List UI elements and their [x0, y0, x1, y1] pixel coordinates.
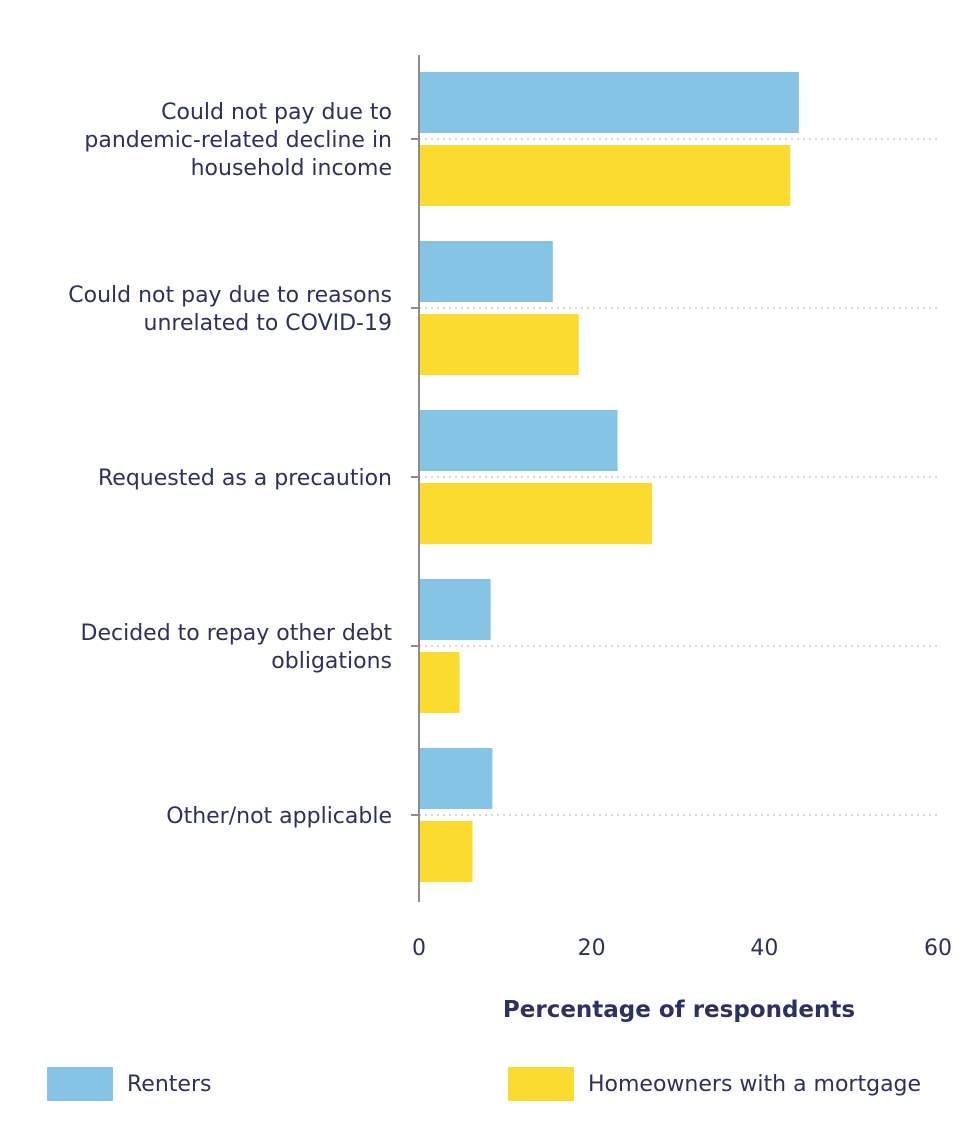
x-tick-label: 0 [412, 936, 426, 961]
category-labels: Could not pay due to pandemic-related dec… [68, 100, 392, 829]
category-label: Could not pay due to pandemic-related dec… [84, 100, 392, 181]
bars [419, 72, 799, 882]
legend-item-homeowners: Homeowners with a mortgage [508, 1067, 921, 1101]
category-label-line: Decided to repay other debt [81, 621, 393, 646]
legend-label-renters: Renters [127, 1071, 212, 1097]
bar-homeowners-3 [419, 652, 460, 713]
category-label-line: Could not pay due to [161, 100, 392, 125]
bar-renters-2 [419, 410, 618, 471]
x-tick-label: 60 [924, 936, 952, 961]
category-label-line: Other/not applicable [166, 804, 392, 829]
category-label-line: Requested as a precaution [98, 466, 392, 491]
bar-renters-3 [419, 579, 491, 640]
category-label: Could not pay due to reasons unrelated to… [68, 283, 392, 336]
bar-homeowners-1 [419, 314, 579, 375]
legend-swatch-homeowners [508, 1067, 574, 1101]
bar-homeowners-2 [419, 483, 653, 544]
x-tick-label: 20 [578, 936, 606, 961]
legend-item-renters: Renters [47, 1067, 211, 1101]
x-axis-title: Percentage of respondents [503, 997, 855, 1023]
x-tick-label: 40 [750, 936, 778, 961]
bar-homeowners-4 [419, 821, 473, 882]
category-label: Decided to repay other debt obligations [81, 621, 393, 674]
category-label-line: pandemic-related decline in [84, 128, 392, 153]
legend-label-homeowners: Homeowners with a mortgage [588, 1071, 922, 1097]
category-label-line: obligations [271, 649, 392, 674]
category-label-line: Could not pay due to reasons [68, 283, 392, 308]
bar-renters-1 [419, 241, 553, 302]
bar-renters-4 [419, 748, 493, 809]
category-label-line: household income [191, 156, 392, 181]
category-label-line: unrelated to COVID-19 [144, 311, 392, 336]
category-label: Other/not applicable [166, 804, 392, 829]
x-axis-ticks: 0 20 40 60 [412, 936, 952, 961]
legend-swatch-renters [47, 1067, 113, 1101]
category-label: Requested as a precaution [98, 466, 392, 491]
gridlines [411, 138, 940, 816]
bar-homeowners-0 [419, 145, 791, 206]
bar-renters-0 [419, 72, 799, 133]
